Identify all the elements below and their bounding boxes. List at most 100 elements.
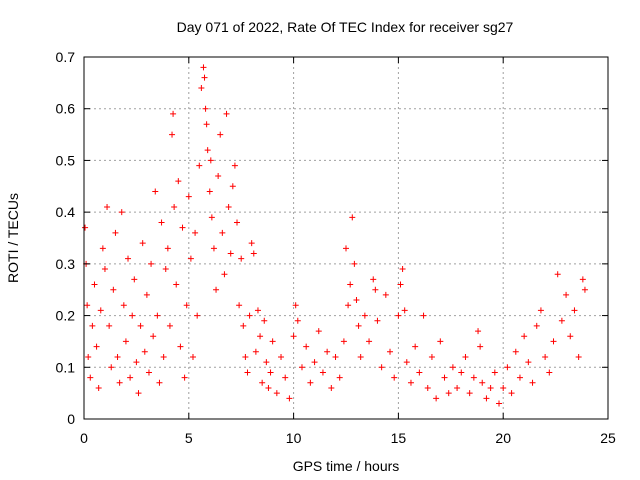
data-point: [479, 379, 486, 386]
data-point: [581, 286, 588, 293]
data-point: [347, 281, 354, 288]
data-point: [166, 322, 173, 329]
plot-frame: [83, 56, 609, 420]
data-point: [97, 307, 104, 314]
data-point: [145, 369, 152, 376]
y-tick-label: 0: [67, 411, 75, 427]
data-point: [504, 364, 511, 371]
data-point: [206, 188, 213, 195]
y-tick-label: 0.4: [56, 204, 76, 220]
data-point: [137, 322, 144, 329]
data-point: [458, 369, 465, 376]
data-point: [194, 312, 201, 319]
data-point: [225, 203, 232, 210]
data-point: [343, 245, 349, 252]
data-point: [407, 379, 414, 386]
data-point: [118, 209, 125, 216]
data-point: [210, 245, 217, 252]
data-point: [127, 374, 134, 381]
data-point: [315, 328, 322, 335]
data-point: [254, 307, 261, 314]
data-point: [200, 64, 207, 71]
data-point: [428, 353, 435, 360]
data-point: [89, 322, 96, 329]
data-point: [139, 240, 146, 247]
data-point: [382, 291, 389, 298]
data-point: [150, 333, 157, 340]
x-tick-label: 5: [185, 430, 193, 446]
data-point: [170, 110, 177, 117]
data-point: [269, 338, 276, 345]
data-point: [101, 266, 108, 273]
data-point: [181, 374, 188, 381]
data-point: [403, 359, 410, 366]
axis-ticks: 0 0.1 0.2 0.3 0.4 0.5 0.6 0.7 0 5 10 15 20 25: [56, 49, 616, 446]
x-tick-label: 0: [80, 430, 88, 446]
data-point: [370, 276, 377, 283]
data-point: [267, 369, 274, 376]
data-point: [158, 219, 165, 226]
data-point: [345, 302, 352, 309]
y-tick-label: 0.7: [56, 49, 76, 65]
data-point: [99, 245, 106, 252]
grid: [84, 57, 608, 419]
data-point: [292, 302, 299, 309]
data-point: [567, 333, 574, 340]
data-point: [250, 250, 257, 257]
data-point: [229, 183, 236, 190]
data-point: [349, 214, 356, 221]
data-point: [542, 353, 549, 360]
data-point: [324, 348, 331, 355]
data-point: [108, 364, 115, 371]
data-point: [85, 353, 92, 360]
data-point: [141, 348, 148, 355]
data-point: [227, 250, 234, 257]
data-point: [445, 390, 452, 397]
data-point: [278, 353, 285, 360]
y-tick-label: 0.3: [56, 256, 76, 272]
data-point: [156, 379, 163, 386]
x-tick-label: 20: [495, 430, 511, 446]
data-point: [483, 395, 490, 402]
data-point: [298, 364, 305, 371]
y-axis-label: ROTI / TECUs: [5, 193, 21, 283]
data-point: [340, 338, 347, 345]
data-point: [294, 317, 301, 324]
data-point: [401, 307, 408, 314]
data-point: [470, 374, 477, 381]
data-point: [487, 384, 494, 391]
data-point: [106, 322, 113, 329]
data-point: [187, 255, 194, 262]
data-point: [261, 317, 268, 324]
data-point: [355, 322, 362, 329]
data-point: [84, 302, 91, 309]
data-point: [311, 359, 318, 366]
data-point: [215, 172, 222, 179]
data-point: [282, 374, 289, 381]
data-point: [219, 229, 226, 236]
data-point: [361, 312, 368, 319]
data-point: [263, 359, 270, 366]
data-point: [164, 245, 171, 252]
data-point: [183, 302, 190, 309]
data-point: [221, 271, 228, 278]
data-point: [95, 384, 102, 391]
data-point: [477, 343, 484, 350]
data-point: [160, 353, 167, 360]
data-point: [273, 390, 280, 397]
data-point: [571, 307, 578, 314]
data-point: [135, 390, 142, 397]
data-point: [162, 266, 169, 273]
data-point: [399, 266, 406, 273]
data-point: [558, 317, 565, 324]
data-point: [328, 384, 335, 391]
data-point: [303, 343, 310, 350]
data-point: [238, 255, 245, 262]
data-point: [131, 276, 138, 283]
data-point: [378, 364, 385, 371]
data-point: [466, 390, 473, 397]
x-tick-label: 10: [286, 430, 302, 446]
data-point: [207, 157, 214, 164]
y-tick-label: 0.5: [56, 152, 76, 168]
